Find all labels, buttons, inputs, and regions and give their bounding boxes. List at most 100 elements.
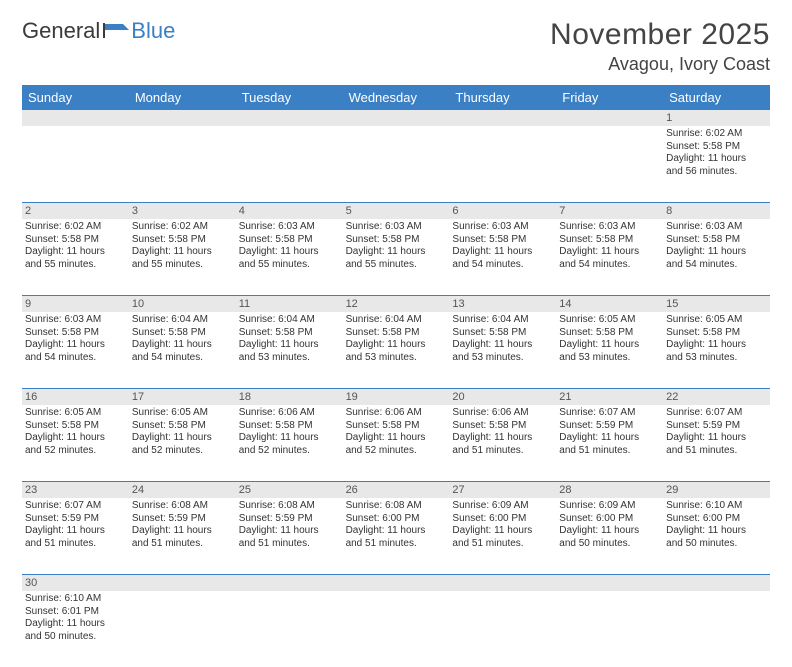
day-cell: Sunrise: 6:08 AMSunset: 5:59 PMDaylight:… bbox=[236, 498, 343, 574]
sunset-text: Sunset: 5:58 PM bbox=[559, 327, 660, 340]
sunrise-text: Sunrise: 6:04 AM bbox=[346, 314, 447, 327]
day2-text: and 54 minutes. bbox=[25, 352, 126, 365]
day-cell: Sunrise: 6:09 AMSunset: 6:00 PMDaylight:… bbox=[449, 498, 556, 574]
day-number: 12 bbox=[343, 296, 450, 312]
day-number bbox=[22, 110, 129, 126]
day-cell: Sunrise: 6:10 AMSunset: 6:01 PMDaylight:… bbox=[22, 591, 129, 667]
day-number bbox=[236, 110, 343, 126]
sunrise-text: Sunrise: 6:02 AM bbox=[666, 128, 767, 141]
sunset-text: Sunset: 5:59 PM bbox=[132, 513, 233, 526]
empty-cell bbox=[449, 591, 556, 667]
day-number: 23 bbox=[22, 482, 129, 498]
sunset-text: Sunset: 5:58 PM bbox=[666, 141, 767, 154]
sunset-text: Sunset: 6:00 PM bbox=[666, 513, 767, 526]
sunrise-text: Sunrise: 6:06 AM bbox=[346, 407, 447, 420]
day-number bbox=[449, 110, 556, 126]
day-number: 15 bbox=[663, 296, 770, 312]
day1-text: Daylight: 11 hours bbox=[239, 246, 340, 259]
day1-text: Daylight: 11 hours bbox=[452, 246, 553, 259]
sunrise-text: Sunrise: 6:08 AM bbox=[346, 500, 447, 513]
day2-text: and 53 minutes. bbox=[239, 352, 340, 365]
day1-text: Daylight: 11 hours bbox=[452, 432, 553, 445]
day2-text: and 50 minutes. bbox=[25, 631, 126, 644]
day-number bbox=[129, 575, 236, 591]
day1-text: Daylight: 11 hours bbox=[239, 525, 340, 538]
day1-text: Daylight: 11 hours bbox=[346, 432, 447, 445]
day1-text: Daylight: 11 hours bbox=[452, 525, 553, 538]
day1-text: Daylight: 11 hours bbox=[132, 246, 233, 259]
day2-text: and 51 minutes. bbox=[25, 538, 126, 551]
sunset-text: Sunset: 5:58 PM bbox=[239, 327, 340, 340]
day2-text: and 52 minutes. bbox=[25, 445, 126, 458]
day-name: Thursday bbox=[449, 86, 556, 110]
day-number-row: 30 bbox=[22, 575, 770, 591]
day-number: 29 bbox=[663, 482, 770, 498]
day2-text: and 51 minutes. bbox=[346, 538, 447, 551]
day2-text: and 50 minutes. bbox=[666, 538, 767, 551]
sunset-text: Sunset: 5:58 PM bbox=[559, 234, 660, 247]
sunset-text: Sunset: 5:58 PM bbox=[239, 420, 340, 433]
sunrise-text: Sunrise: 6:07 AM bbox=[666, 407, 767, 420]
day-number: 1 bbox=[663, 110, 770, 126]
day-cell: Sunrise: 6:08 AMSunset: 5:59 PMDaylight:… bbox=[129, 498, 236, 574]
sunset-text: Sunset: 5:59 PM bbox=[559, 420, 660, 433]
day-cell: Sunrise: 6:03 AMSunset: 5:58 PMDaylight:… bbox=[663, 219, 770, 295]
day2-text: and 53 minutes. bbox=[666, 352, 767, 365]
day-number: 11 bbox=[236, 296, 343, 312]
sunrise-text: Sunrise: 6:06 AM bbox=[239, 407, 340, 420]
day1-text: Daylight: 11 hours bbox=[346, 339, 447, 352]
day-number: 9 bbox=[22, 296, 129, 312]
empty-cell bbox=[236, 126, 343, 202]
sunset-text: Sunset: 5:58 PM bbox=[25, 327, 126, 340]
day-cell: Sunrise: 6:04 AMSunset: 5:58 PMDaylight:… bbox=[343, 312, 450, 388]
day-number bbox=[236, 575, 343, 591]
day1-text: Daylight: 11 hours bbox=[559, 432, 660, 445]
day-number: 14 bbox=[556, 296, 663, 312]
day-number: 7 bbox=[556, 203, 663, 219]
day-number-row: 16171819202122 bbox=[22, 389, 770, 405]
sunset-text: Sunset: 6:00 PM bbox=[559, 513, 660, 526]
sunset-text: Sunset: 5:58 PM bbox=[452, 234, 553, 247]
empty-cell bbox=[663, 591, 770, 667]
day2-text: and 54 minutes. bbox=[132, 352, 233, 365]
day-cell: Sunrise: 6:03 AMSunset: 5:58 PMDaylight:… bbox=[449, 219, 556, 295]
day1-text: Daylight: 11 hours bbox=[25, 525, 126, 538]
day-number-row: 23242526272829 bbox=[22, 482, 770, 498]
sunrise-text: Sunrise: 6:03 AM bbox=[666, 221, 767, 234]
day2-text: and 55 minutes. bbox=[132, 259, 233, 272]
day-name: Sunday bbox=[22, 86, 129, 110]
day1-text: Daylight: 11 hours bbox=[452, 339, 553, 352]
day-cell: Sunrise: 6:10 AMSunset: 6:00 PMDaylight:… bbox=[663, 498, 770, 574]
sunset-text: Sunset: 5:58 PM bbox=[666, 234, 767, 247]
day2-text: and 51 minutes. bbox=[239, 538, 340, 551]
day1-text: Daylight: 11 hours bbox=[239, 432, 340, 445]
day-name: Saturday bbox=[663, 86, 770, 110]
sunset-text: Sunset: 5:58 PM bbox=[132, 327, 233, 340]
day-cell: Sunrise: 6:02 AMSunset: 5:58 PMDaylight:… bbox=[22, 219, 129, 295]
empty-cell bbox=[556, 591, 663, 667]
day-number bbox=[556, 110, 663, 126]
day-number bbox=[449, 575, 556, 591]
sunrise-text: Sunrise: 6:03 AM bbox=[239, 221, 340, 234]
day1-text: Daylight: 11 hours bbox=[239, 339, 340, 352]
day-name: Wednesday bbox=[343, 86, 450, 110]
day-cell: Sunrise: 6:05 AMSunset: 5:58 PMDaylight:… bbox=[556, 312, 663, 388]
day-number-row: 2345678 bbox=[22, 203, 770, 219]
sunset-text: Sunset: 5:58 PM bbox=[239, 234, 340, 247]
sunset-text: Sunset: 5:58 PM bbox=[25, 420, 126, 433]
sunrise-text: Sunrise: 6:10 AM bbox=[25, 593, 126, 606]
day-number: 10 bbox=[129, 296, 236, 312]
day-number: 2 bbox=[22, 203, 129, 219]
day2-text: and 53 minutes. bbox=[452, 352, 553, 365]
day2-text: and 52 minutes. bbox=[239, 445, 340, 458]
day-cell: Sunrise: 6:05 AMSunset: 5:58 PMDaylight:… bbox=[663, 312, 770, 388]
day1-text: Daylight: 11 hours bbox=[132, 525, 233, 538]
logo: General Blue bbox=[22, 18, 175, 44]
sunrise-text: Sunrise: 6:05 AM bbox=[25, 407, 126, 420]
sunrise-text: Sunrise: 6:07 AM bbox=[25, 500, 126, 513]
week-row: Sunrise: 6:03 AMSunset: 5:58 PMDaylight:… bbox=[22, 312, 770, 389]
day-cell: Sunrise: 6:05 AMSunset: 5:58 PMDaylight:… bbox=[22, 405, 129, 481]
day2-text: and 53 minutes. bbox=[559, 352, 660, 365]
sunset-text: Sunset: 5:58 PM bbox=[346, 420, 447, 433]
day-name: Tuesday bbox=[236, 86, 343, 110]
